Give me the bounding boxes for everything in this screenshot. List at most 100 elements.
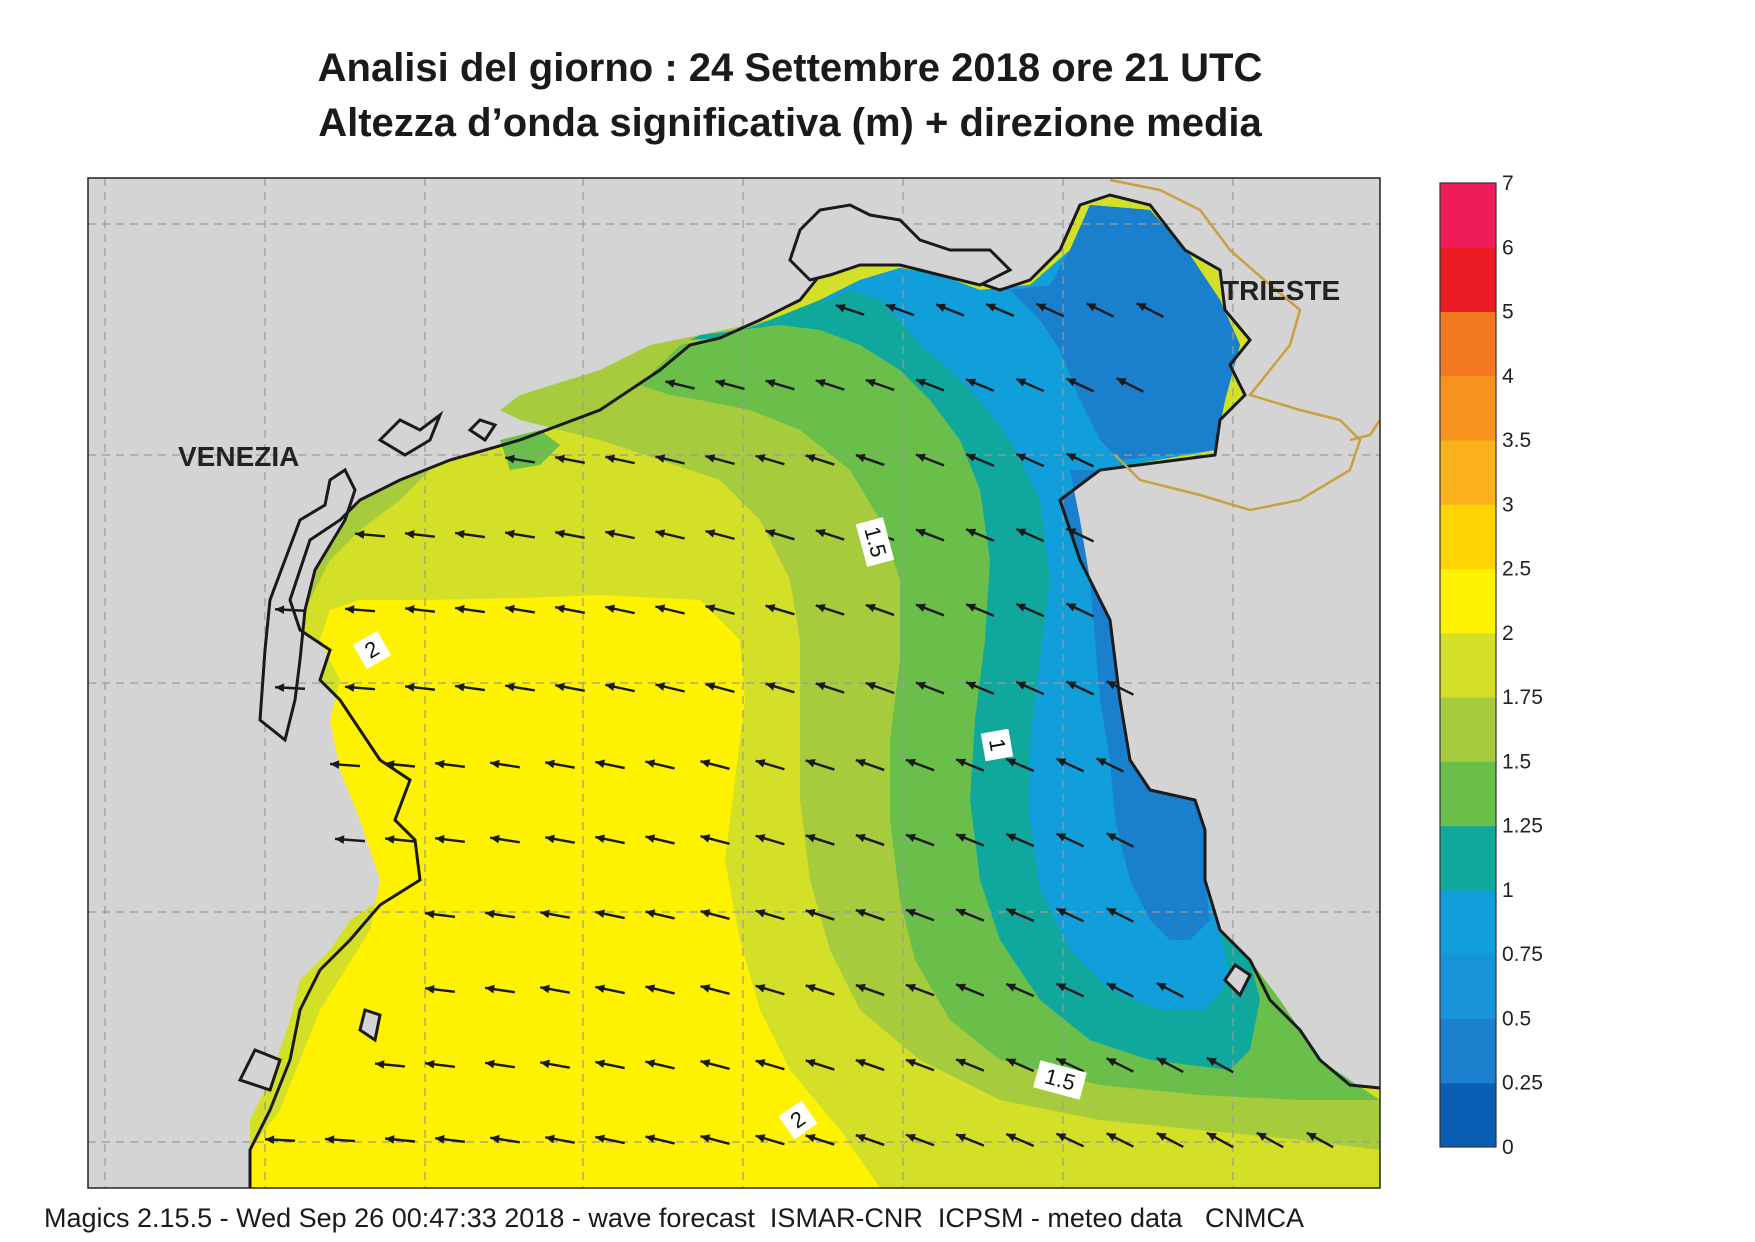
- legend-label: 7: [1502, 172, 1514, 195]
- arrow-head: [905, 833, 916, 842]
- chart-subtitle: Altezza d’onda significativa (m) + direz…: [318, 101, 1262, 145]
- legend-swatch: [1440, 504, 1496, 570]
- arrow-head: [966, 378, 977, 387]
- arrow-head: [835, 303, 846, 313]
- legend-label: 2: [1502, 622, 1514, 645]
- arrow-head: [1056, 1133, 1067, 1142]
- place-trieste: TRIESTE: [1222, 275, 1340, 306]
- arrow-head: [605, 604, 616, 614]
- arrow-head: [755, 759, 766, 768]
- contour-label: 2: [778, 1100, 818, 1140]
- arrow-head: [345, 605, 355, 614]
- arrow-head: [540, 984, 550, 994]
- arrow-head: [1056, 758, 1067, 767]
- arrow-head: [455, 682, 465, 692]
- legend-swatch: [1440, 889, 1496, 955]
- arrow-head: [655, 454, 666, 463]
- arrow-head: [805, 909, 816, 918]
- arrow-head: [805, 834, 816, 843]
- arrow-head: [1256, 1132, 1267, 1141]
- contour-label: 1.5: [1033, 1060, 1087, 1100]
- arrow-head: [855, 908, 866, 918]
- arrow-head: [375, 1060, 385, 1069]
- legend-label: 0.75: [1502, 943, 1543, 966]
- arrow-head: [905, 758, 916, 767]
- arrow-head: [700, 909, 711, 918]
- arrow-head: [605, 454, 616, 464]
- arrow-head: [555, 604, 565, 614]
- arrow-head: [605, 529, 616, 539]
- legend-label: 5: [1502, 301, 1514, 324]
- legend-swatch: [1440, 697, 1496, 762]
- arrow-head: [330, 760, 340, 769]
- arrow-head: [1016, 378, 1027, 387]
- arrow-head: [435, 834, 445, 844]
- legend-swatch: [1440, 311, 1496, 377]
- contour-label-text: 1: [984, 737, 1011, 753]
- northern-lagoon: [788, 203, 1013, 287]
- arrow-head: [966, 528, 977, 537]
- arrow-head: [595, 1059, 606, 1069]
- legend-swatch: [1440, 247, 1496, 313]
- arrow-head: [865, 603, 876, 613]
- arrow-head: [855, 453, 866, 463]
- arrow-head: [765, 379, 776, 388]
- arrow-head: [700, 759, 711, 768]
- arrow-head: [490, 834, 500, 844]
- legend-swatch: [1440, 1018, 1496, 1084]
- arrow-head: [490, 1134, 500, 1144]
- arrow-head: [455, 604, 465, 614]
- arrow-head: [885, 303, 896, 313]
- legend-label: 6: [1502, 236, 1514, 259]
- arrow-head: [385, 760, 395, 769]
- arrow-head: [1306, 1132, 1317, 1141]
- arrow-head: [1006, 908, 1017, 917]
- arrow-head: [1016, 603, 1027, 612]
- arrow-head: [1016, 528, 1027, 537]
- arrow-head: [966, 603, 977, 612]
- arrow-head: [345, 683, 355, 692]
- legend-label: 1: [1502, 879, 1514, 902]
- arrow-head: [425, 984, 435, 994]
- legend-label: 2.5: [1502, 558, 1531, 581]
- arrow-head: [655, 682, 666, 691]
- arrow-head: [755, 834, 766, 843]
- arrow-head: [1056, 908, 1067, 917]
- arrow-head: [915, 528, 926, 537]
- legend-swatch: [1440, 954, 1496, 1019]
- arrow-head: [555, 682, 565, 692]
- arrow-head: [1136, 303, 1147, 312]
- arrow-head: [705, 529, 716, 538]
- contour-label: 1.5: [855, 517, 895, 567]
- arrow-head: [700, 1059, 711, 1068]
- arrow-head: [1156, 983, 1167, 992]
- arrow-head: [966, 681, 977, 690]
- legend-label: 0: [1502, 1136, 1514, 1159]
- arrow-head: [956, 1058, 967, 1067]
- arrow-head: [905, 1058, 916, 1067]
- arrow-head: [1056, 983, 1067, 992]
- arrow-head: [755, 984, 766, 993]
- arrow-head: [1096, 758, 1107, 767]
- arrow-head: [700, 984, 711, 993]
- legend-swatch: [1440, 440, 1496, 505]
- legend-swatch: [1440, 568, 1496, 634]
- arrow-head: [855, 1058, 866, 1068]
- arrow-head: [485, 1059, 495, 1069]
- arrow-head: [335, 835, 345, 844]
- arrow-head: [645, 1059, 656, 1068]
- arrow-head: [595, 909, 606, 919]
- arrow-head: [1066, 603, 1077, 612]
- arrow-head: [936, 303, 947, 312]
- arrow-head: [956, 758, 967, 767]
- legend-swatch: [1440, 761, 1496, 827]
- arrow-head: [1006, 1133, 1017, 1142]
- arrow-head: [505, 604, 515, 614]
- arrow-head: [540, 909, 550, 919]
- arrow-head: [545, 1134, 555, 1144]
- arrow-head: [1016, 681, 1027, 690]
- arrow-head: [605, 682, 616, 692]
- arrow-head: [865, 681, 876, 691]
- arrow-head: [765, 604, 776, 613]
- arrow-head: [505, 529, 515, 539]
